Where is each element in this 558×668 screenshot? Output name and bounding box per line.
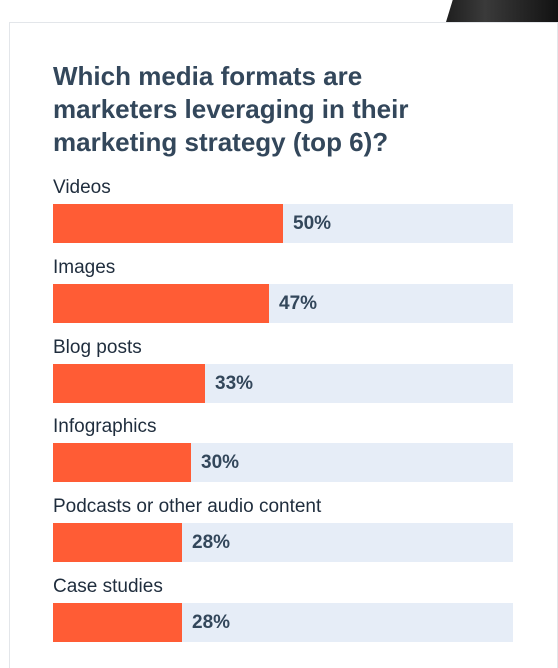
bar-track: 28% [53,523,513,563]
category-label: Videos [53,177,111,198]
bar-value-label: 30% [201,452,240,474]
bar-track: 30% [53,443,513,483]
bar-value-label: 33% [215,372,254,394]
bar [53,443,191,483]
bar-track: 47% [53,283,513,323]
bar-track: 28% [53,603,513,642]
bar-value-label: 28% [192,612,231,633]
bar-value-label: 47% [279,292,318,314]
category-label: Podcasts or other audio content [53,496,322,518]
bar [53,523,182,563]
chart-title: Which media formats are marketers levera… [53,61,409,157]
bar [53,603,182,642]
bar-value-label: 50% [293,213,332,234]
bar [53,363,205,403]
bar-value-label: 28% [192,532,231,554]
decorative-corner-shape [446,0,558,22]
bar-track: 33% [53,363,513,403]
bar [53,283,269,323]
category-label: Case studies [53,576,163,597]
category-label: Blog posts [53,336,142,358]
bar [53,204,283,243]
category-label: Images [53,256,116,278]
bar-track: 50% [53,204,513,243]
category-label: Infographics [53,416,157,438]
